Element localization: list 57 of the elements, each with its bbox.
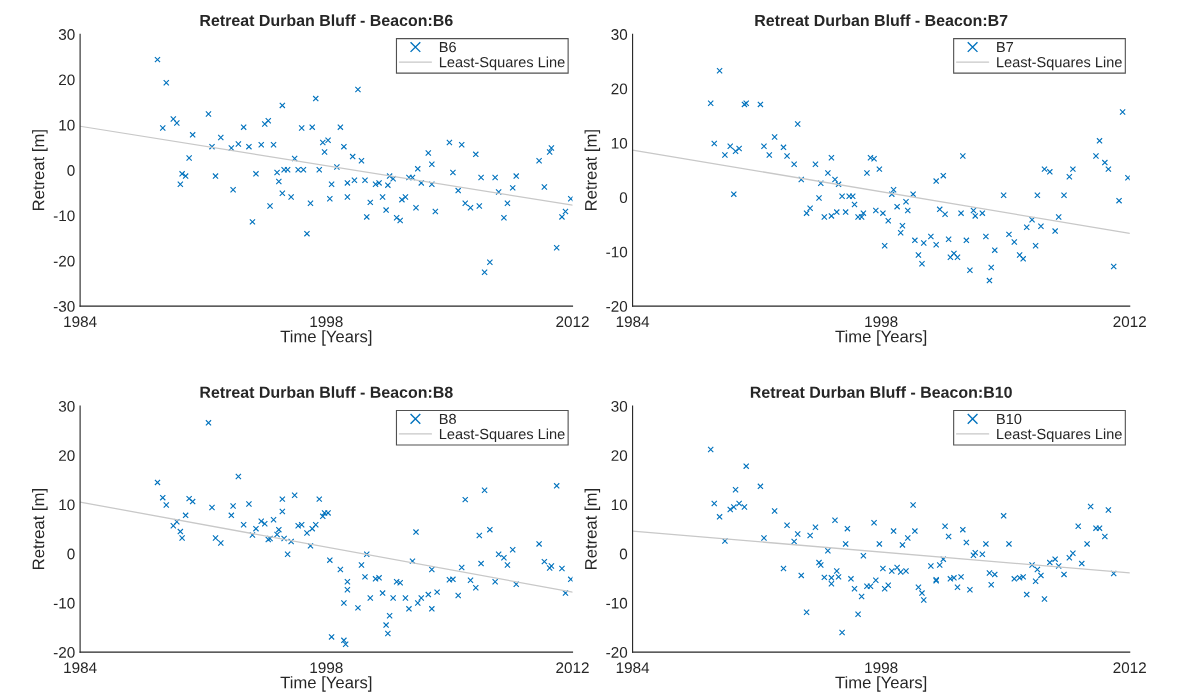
x-tick-label: 1998 [310, 662, 343, 674]
x-tick-label: 2012 [556, 316, 589, 328]
y-tick-label: 10 [611, 137, 628, 149]
chart-title: Retreat Durban Bluff - Beacon:B10 [750, 386, 1012, 398]
y-tick-label: -20 [53, 255, 75, 267]
y-tick-label: 0 [67, 548, 75, 560]
x-tick-label: 1998 [865, 316, 898, 328]
x-axis-title: Time [Years] [835, 330, 927, 346]
x-tick-label: 1984 [616, 316, 650, 328]
y-tick-label: 30 [58, 400, 75, 412]
legend-label: Least-Squares Line [439, 56, 565, 71]
legend-label: Least-Squares Line [997, 428, 1122, 443]
legend-label: Least-Squares Line [439, 428, 565, 443]
y-tick-label: 20 [611, 83, 628, 95]
y-tick-label: 0 [67, 165, 75, 176]
x-axis-title: Time [Years] [280, 330, 372, 346]
y-axis-title: Retreat [m] [584, 130, 601, 211]
x-tick-label: 2012 [1113, 662, 1146, 674]
y-tick-label: -10 [606, 597, 628, 609]
legend-label: B6 [439, 41, 456, 53]
y-tick-label: 20 [611, 450, 628, 462]
y-tick-label: -10 [606, 246, 628, 258]
y-tick-label: 0 [619, 192, 628, 204]
y-tick-label: -30 [53, 301, 75, 312]
y-tick-label: 30 [611, 400, 628, 412]
x-axis-title: Time [Years] [835, 676, 927, 692]
x-tick-label: 1998 [865, 662, 898, 674]
y-tick-label: 30 [58, 29, 75, 40]
y-tick-label: 10 [59, 119, 75, 131]
y-tick-label: 30 [611, 29, 628, 40]
y-tick-label: -20 [53, 647, 75, 658]
legend-label: Least-Squares Line [997, 56, 1122, 71]
y-axis-title: Retreat [m] [32, 130, 48, 211]
chart-title: Retreat Durban Bluff - Beacon:B8 [200, 386, 453, 398]
chart-title: Retreat Durban Bluff - Beacon:B7 [755, 14, 1008, 27]
y-tick-label: 20 [59, 450, 75, 462]
y-tick-label: -20 [606, 647, 628, 658]
y-tick-label: 10 [59, 499, 75, 511]
y-tick-label: 10 [611, 499, 628, 511]
legend-label: B7 [997, 42, 1014, 53]
y-axis-title: Retreat [m] [584, 489, 601, 569]
legend-label: B8 [439, 413, 456, 425]
x-tick-label: 1984 [64, 316, 97, 328]
y-tick-label: -20 [606, 301, 628, 312]
y-tick-label: -10 [53, 210, 75, 222]
x-tick-label: 2012 [1113, 316, 1146, 328]
y-tick-label: 0 [619, 548, 628, 560]
x-tick-label: 1984 [64, 662, 97, 674]
legend-label: B10 [997, 413, 1022, 425]
y-tick-label: 20 [59, 74, 75, 86]
x-tick-label: 1998 [310, 316, 343, 328]
y-axis-title: Retreat [m] [32, 489, 48, 569]
x-tick-label: 2012 [556, 662, 589, 674]
x-tick-label: 1984 [616, 662, 650, 674]
y-tick-label: -10 [53, 597, 75, 609]
x-axis-title: Time [Years] [280, 676, 372, 692]
chart-title: Retreat Durban Bluff - Beacon:B6 [200, 14, 453, 27]
